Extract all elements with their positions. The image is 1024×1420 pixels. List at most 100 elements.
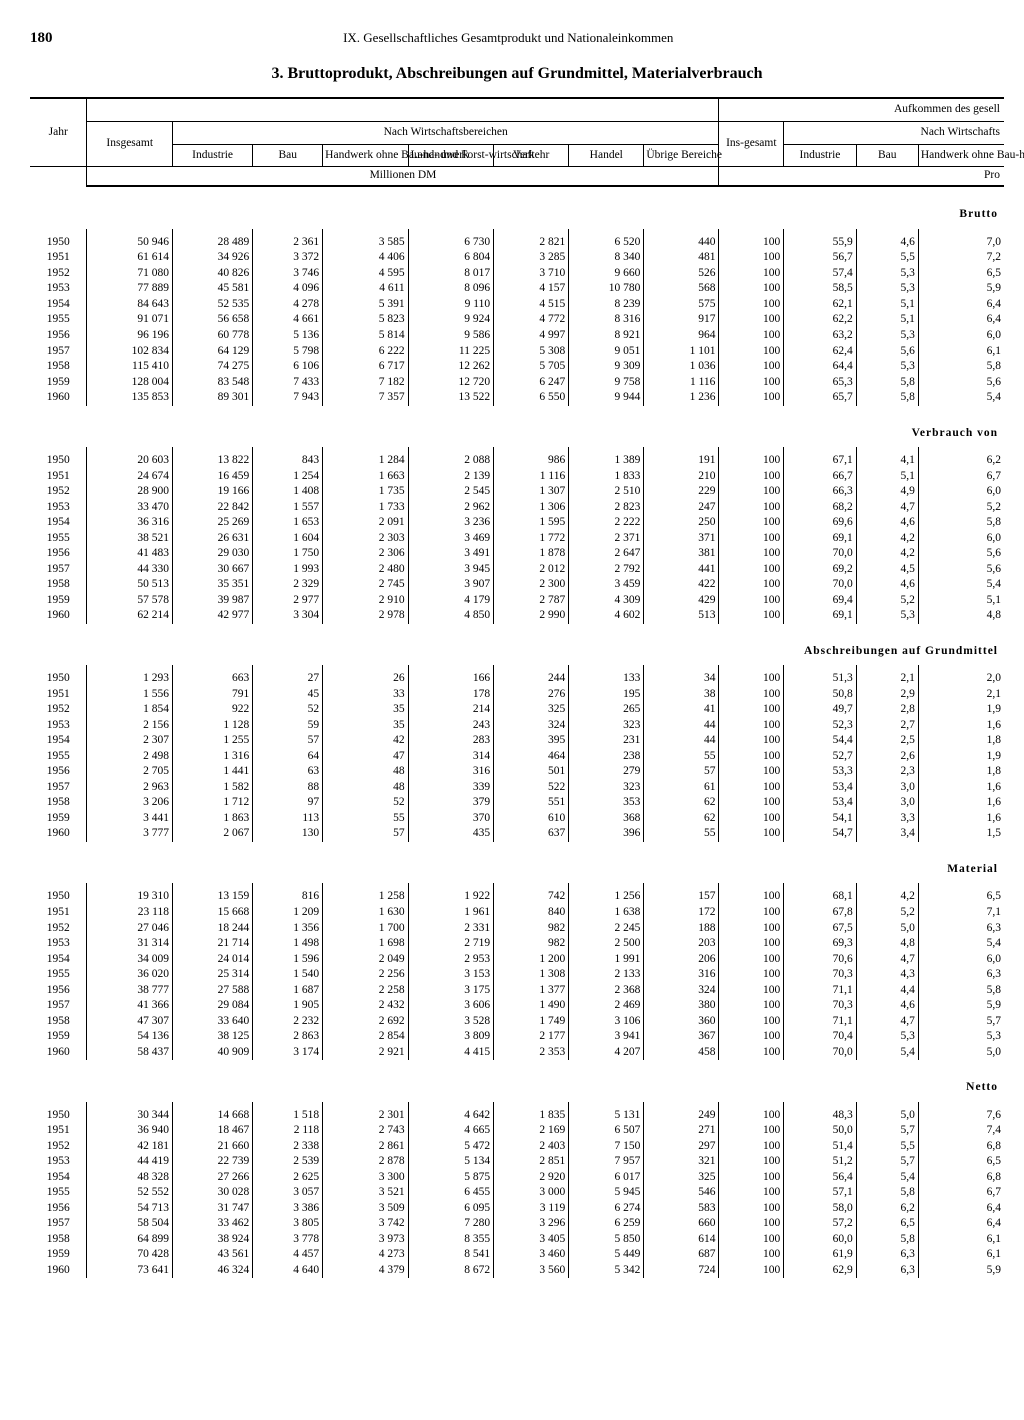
value-cell: 6,2 [856,1201,918,1217]
value-cell: 7,2 [918,250,1004,266]
value-cell: 986 [494,447,569,469]
value-cell: 100 [719,1102,784,1124]
value-cell: 3 509 [323,1201,408,1217]
year-cell: 1957 [30,780,87,796]
value-cell: 100 [719,250,784,266]
value-cell: 100 [719,266,784,282]
value-cell: 687 [644,1247,719,1263]
value-cell: 742 [494,883,569,905]
value-cell: 3 606 [408,998,493,1014]
value-cell: 1 308 [494,967,569,983]
value-cell: 2 910 [323,593,408,609]
value-cell: 3 521 [323,1185,408,1201]
value-cell: 5,5 [856,250,918,266]
value-cell: 5 391 [323,297,408,313]
value-cell: 522 [494,780,569,796]
value-cell: 6 507 [569,1123,644,1139]
value-cell: 1 854 [87,702,172,718]
value-cell: 6 550 [494,390,569,406]
value-cell: 2 306 [323,546,408,562]
value-cell: 60,0 [784,1232,857,1248]
value-cell: 5,3 [856,1029,918,1045]
value-cell: 243 [408,718,493,734]
value-cell: 4 611 [323,281,408,297]
value-cell: 396 [569,826,644,842]
value-cell: 100 [719,469,784,485]
value-cell: 5,4 [856,1170,918,1186]
value-cell: 6,3 [856,1263,918,1279]
value-cell: 100 [719,577,784,593]
year-cell: 1952 [30,921,87,937]
value-cell: 238 [569,749,644,765]
value-cell: 47 307 [87,1014,172,1030]
value-cell: 3 805 [253,1216,323,1232]
value-cell: 100 [719,998,784,1014]
value-cell: 3 941 [569,1029,644,1045]
value-cell: 2 329 [253,577,323,593]
value-cell: 10 780 [569,281,644,297]
value-cell: 27 046 [87,921,172,937]
value-cell: 100 [719,936,784,952]
value-cell: 100 [719,1170,784,1186]
value-cell: 4 665 [408,1123,493,1139]
value-cell: 6,7 [918,469,1004,485]
value-cell: 1 490 [494,998,569,1014]
value-cell: 917 [644,312,719,328]
value-cell: 128 004 [87,375,172,391]
value-cell: 100 [719,1185,784,1201]
value-cell: 2 719 [408,936,493,952]
header-wirtschafts: Nach Wirtschafts [784,121,1004,144]
value-cell: 5 705 [494,359,569,375]
value-cell: 97 [253,795,323,811]
value-cell: 100 [719,952,784,968]
value-cell: 1 735 [323,484,408,500]
value-cell: 1 596 [253,952,323,968]
value-cell: 100 [719,1154,784,1170]
col-uebrige: Übrige Bereiche [644,144,719,167]
value-cell: 2 545 [408,484,493,500]
value-cell: 100 [719,1263,784,1279]
value-cell: 33 [323,687,408,703]
value-cell: 5 342 [569,1263,644,1279]
year-cell: 1951 [30,469,87,485]
value-cell: 70,4 [784,1029,857,1045]
value-cell: 62,4 [784,344,857,360]
value-cell: 19 310 [87,883,172,905]
value-cell: 100 [719,390,784,406]
value-cell: 203 [644,936,719,952]
value-cell: 370 [408,811,493,827]
year-cell: 1953 [30,718,87,734]
value-cell: 249 [644,1102,719,1124]
value-cell: 4 273 [323,1247,408,1263]
value-cell: 62,1 [784,297,857,313]
value-cell: 2 139 [408,469,493,485]
value-cell: 13 159 [172,883,252,905]
page-header: 180 IX. Gesellschaftliches Gesamtprodukt… [30,30,1004,47]
value-cell: 2 067 [172,826,252,842]
value-cell: 2 156 [87,718,172,734]
value-cell: 22 842 [172,500,252,516]
value-cell: 56 658 [172,312,252,328]
value-cell: 41 366 [87,998,172,1014]
value-cell: 21 660 [172,1139,252,1155]
year-cell: 1953 [30,1154,87,1170]
value-cell: 115 410 [87,359,172,375]
value-cell: 66,7 [784,469,857,485]
value-cell: 100 [719,608,784,624]
value-cell: 40 909 [172,1045,252,1061]
value-cell: 5,3 [918,1029,1004,1045]
value-cell: 100 [719,344,784,360]
value-cell: 62,9 [784,1263,857,1279]
value-cell: 50,8 [784,687,857,703]
value-cell: 2 953 [408,952,493,968]
value-cell: 2 498 [87,749,172,765]
value-cell: 2 177 [494,1029,569,1045]
year-cell: 1959 [30,1029,87,1045]
year-cell: 1954 [30,515,87,531]
value-cell: 42 181 [87,1139,172,1155]
value-cell: 191 [644,447,719,469]
value-cell: 5 136 [253,328,323,344]
value-cell: 6 520 [569,229,644,251]
value-cell: 53,4 [784,780,857,796]
value-cell: 18 244 [172,921,252,937]
